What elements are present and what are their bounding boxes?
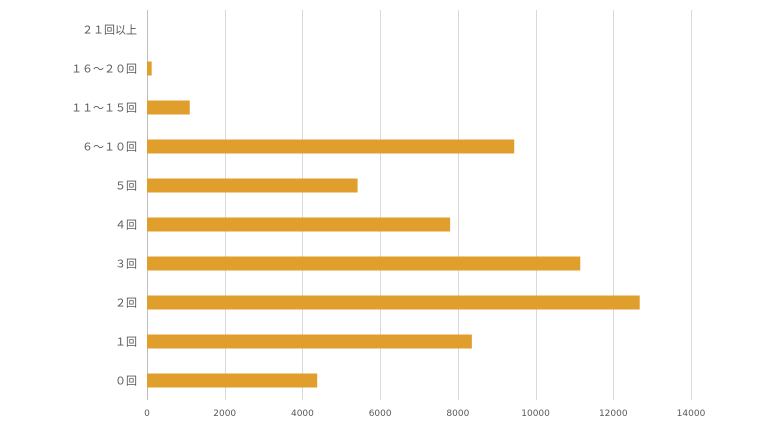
- category-label: ３回: [115, 258, 137, 271]
- x-tick-label: 6000: [369, 409, 392, 419]
- category-label: ４回: [115, 219, 137, 232]
- bar: [147, 295, 640, 310]
- category-label: ０回: [115, 375, 137, 388]
- bar: [147, 373, 318, 388]
- x-tick-label: 4000: [291, 409, 314, 419]
- category-label: ６〜１０回: [82, 141, 137, 154]
- bar: [147, 139, 515, 154]
- bar: [147, 178, 358, 193]
- bars: [147, 61, 640, 388]
- category-label: １６〜２０回: [71, 63, 137, 76]
- x-axis-ticks: 0 2000 4000 6000 8000 10000 12000 14000: [144, 409, 705, 419]
- x-tick-label: 8000: [446, 409, 469, 419]
- gridlines: [147, 10, 692, 400]
- x-tick-label: 10000: [521, 409, 550, 419]
- x-tick-label: 0: [144, 409, 150, 419]
- category-label: １回: [115, 336, 137, 349]
- bar: [147, 256, 581, 271]
- bar: [147, 100, 190, 115]
- category-labels: ２１回以上 １６〜２０回 １１〜１５回 ６〜１０回 ５回 ４回 ３回 ２回 １回 ０回: [71, 24, 137, 388]
- x-tick-label: 12000: [599, 409, 628, 419]
- category-label: １１〜１５回: [71, 102, 137, 115]
- bar: [147, 334, 472, 349]
- category-label: ２回: [115, 297, 137, 310]
- category-label: ５回: [115, 180, 137, 193]
- bar: [147, 61, 152, 76]
- x-tick-label: 2000: [213, 409, 236, 419]
- category-label: ２１回以上: [82, 24, 137, 37]
- x-tick-label: 14000: [677, 409, 706, 419]
- bar: [147, 217, 451, 232]
